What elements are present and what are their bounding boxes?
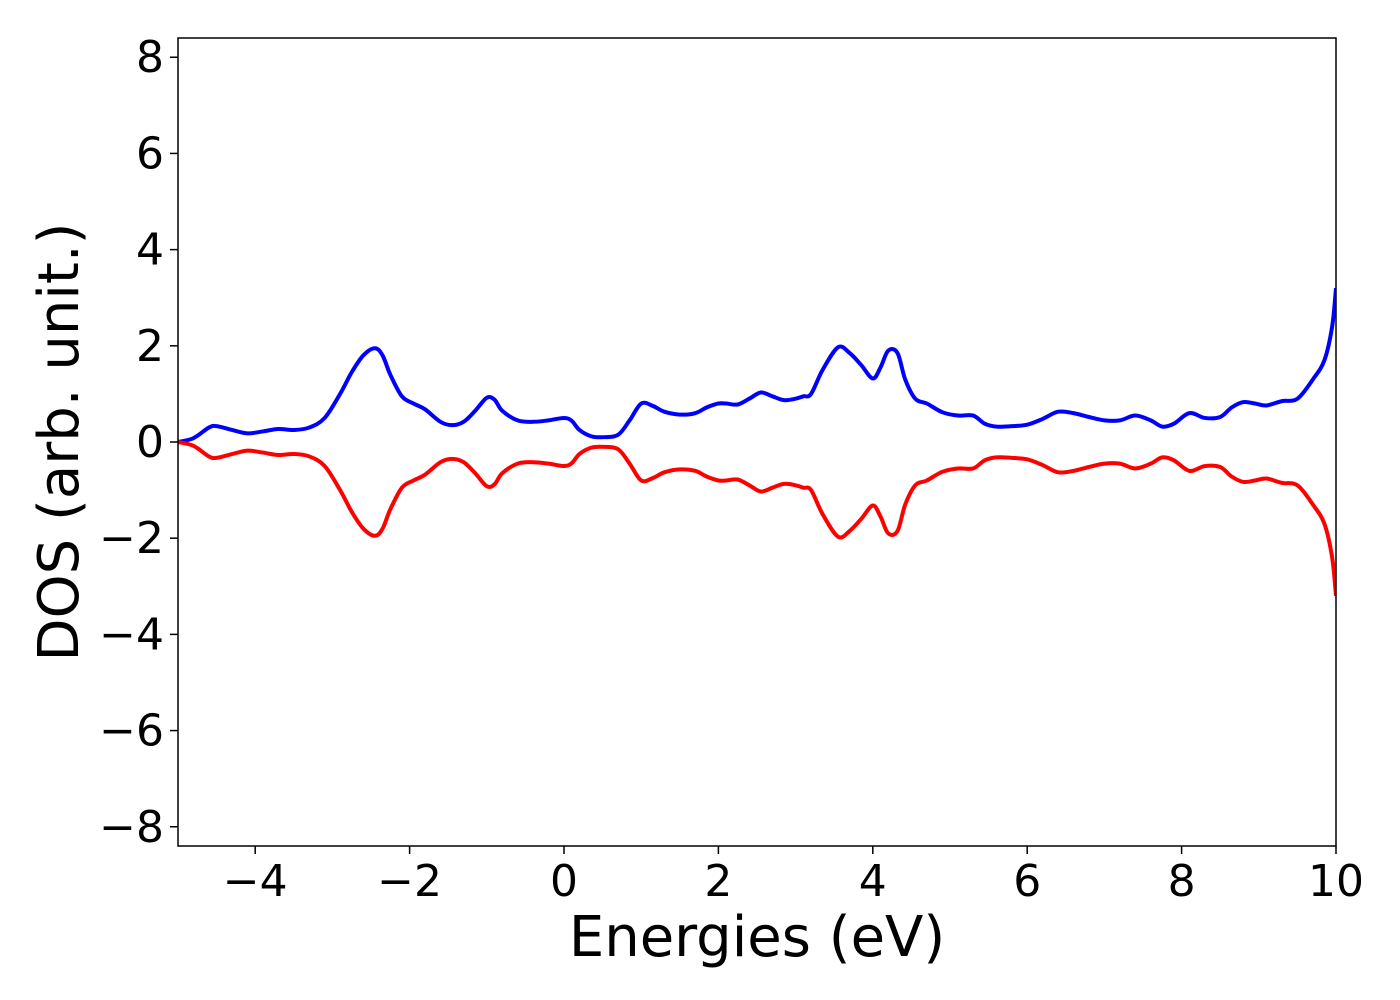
y-axis-title: DOS (arb. unit.)	[27, 222, 92, 661]
y-tick-label: −6	[99, 706, 164, 757]
y-axis-ticks: 8 6 4 2 0 −2 −4 −6 −8	[99, 32, 178, 853]
y-tick-label: 2	[136, 321, 164, 372]
y-tick-label: 6	[136, 128, 164, 179]
x-tick-label: 6	[1013, 856, 1041, 907]
series-layer	[178, 287, 1336, 597]
y-tick-label: −2	[99, 513, 164, 564]
y-tick-label: 8	[136, 32, 164, 83]
series-line-1	[178, 287, 1336, 444]
x-tick-label: 4	[859, 856, 887, 907]
y-tick-label: −8	[99, 802, 164, 853]
x-tick-label: −2	[377, 856, 442, 907]
x-tick-label: 8	[1168, 856, 1196, 907]
y-tick-label: 4	[136, 225, 164, 276]
x-tick-label: −4	[223, 856, 288, 907]
x-axis-title: Energies (eV)	[569, 905, 945, 970]
x-tick-label: 10	[1308, 856, 1364, 907]
x-tick-label: 2	[704, 856, 732, 907]
y-tick-label: 0	[136, 417, 164, 468]
x-axis-ticks: −4 −2 0 2 4 6 8 10	[223, 846, 1364, 907]
series-line-2	[178, 440, 1336, 597]
x-tick-label: 0	[550, 856, 578, 907]
y-tick-label: −4	[99, 609, 164, 660]
